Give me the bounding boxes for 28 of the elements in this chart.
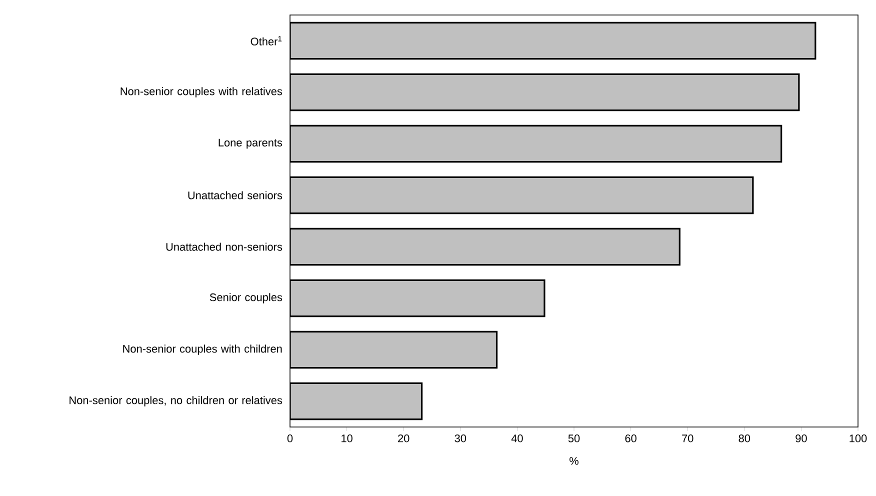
y-tick-label: Other$^{1}$ bbox=[250, 36, 282, 46]
y-tick-label: Non-senior couples with children bbox=[123, 344, 282, 355]
y-tick-label: Lone parents bbox=[218, 138, 282, 149]
x-tick-label: 0 bbox=[287, 434, 293, 442]
y-tick-label: Non-senior couples, no children or relatives bbox=[70, 396, 282, 406]
x-tick-label: 80 bbox=[738, 434, 750, 442]
x-tick-label: 40 bbox=[511, 434, 523, 442]
x-axis-title: % bbox=[570, 457, 578, 465]
bar bbox=[290, 22, 816, 60]
bar bbox=[290, 279, 546, 318]
y-tick-label: Unattached seniors bbox=[188, 191, 282, 200]
x-tick-label: 100 bbox=[850, 434, 867, 442]
y-tick-label: Senior couples bbox=[210, 293, 282, 304]
x-tick-label: 60 bbox=[625, 434, 636, 442]
x-tick-label: 30 bbox=[454, 434, 466, 442]
x-tick-label: 90 bbox=[796, 434, 807, 442]
x-tick-label: 20 bbox=[398, 434, 410, 442]
y-tick-label: Non-senior couples with relatives bbox=[120, 87, 282, 98]
bar bbox=[290, 176, 754, 214]
bar bbox=[290, 330, 498, 369]
x-tick-label: 10 bbox=[342, 434, 352, 442]
x-tick-label: 70 bbox=[682, 434, 694, 442]
bar bbox=[290, 124, 782, 163]
bar bbox=[290, 73, 800, 112]
x-tick-label: 50 bbox=[568, 434, 580, 442]
bar bbox=[290, 228, 680, 266]
y-tick-label: Unattached non-seniors bbox=[166, 242, 282, 251]
bar bbox=[290, 382, 423, 420]
